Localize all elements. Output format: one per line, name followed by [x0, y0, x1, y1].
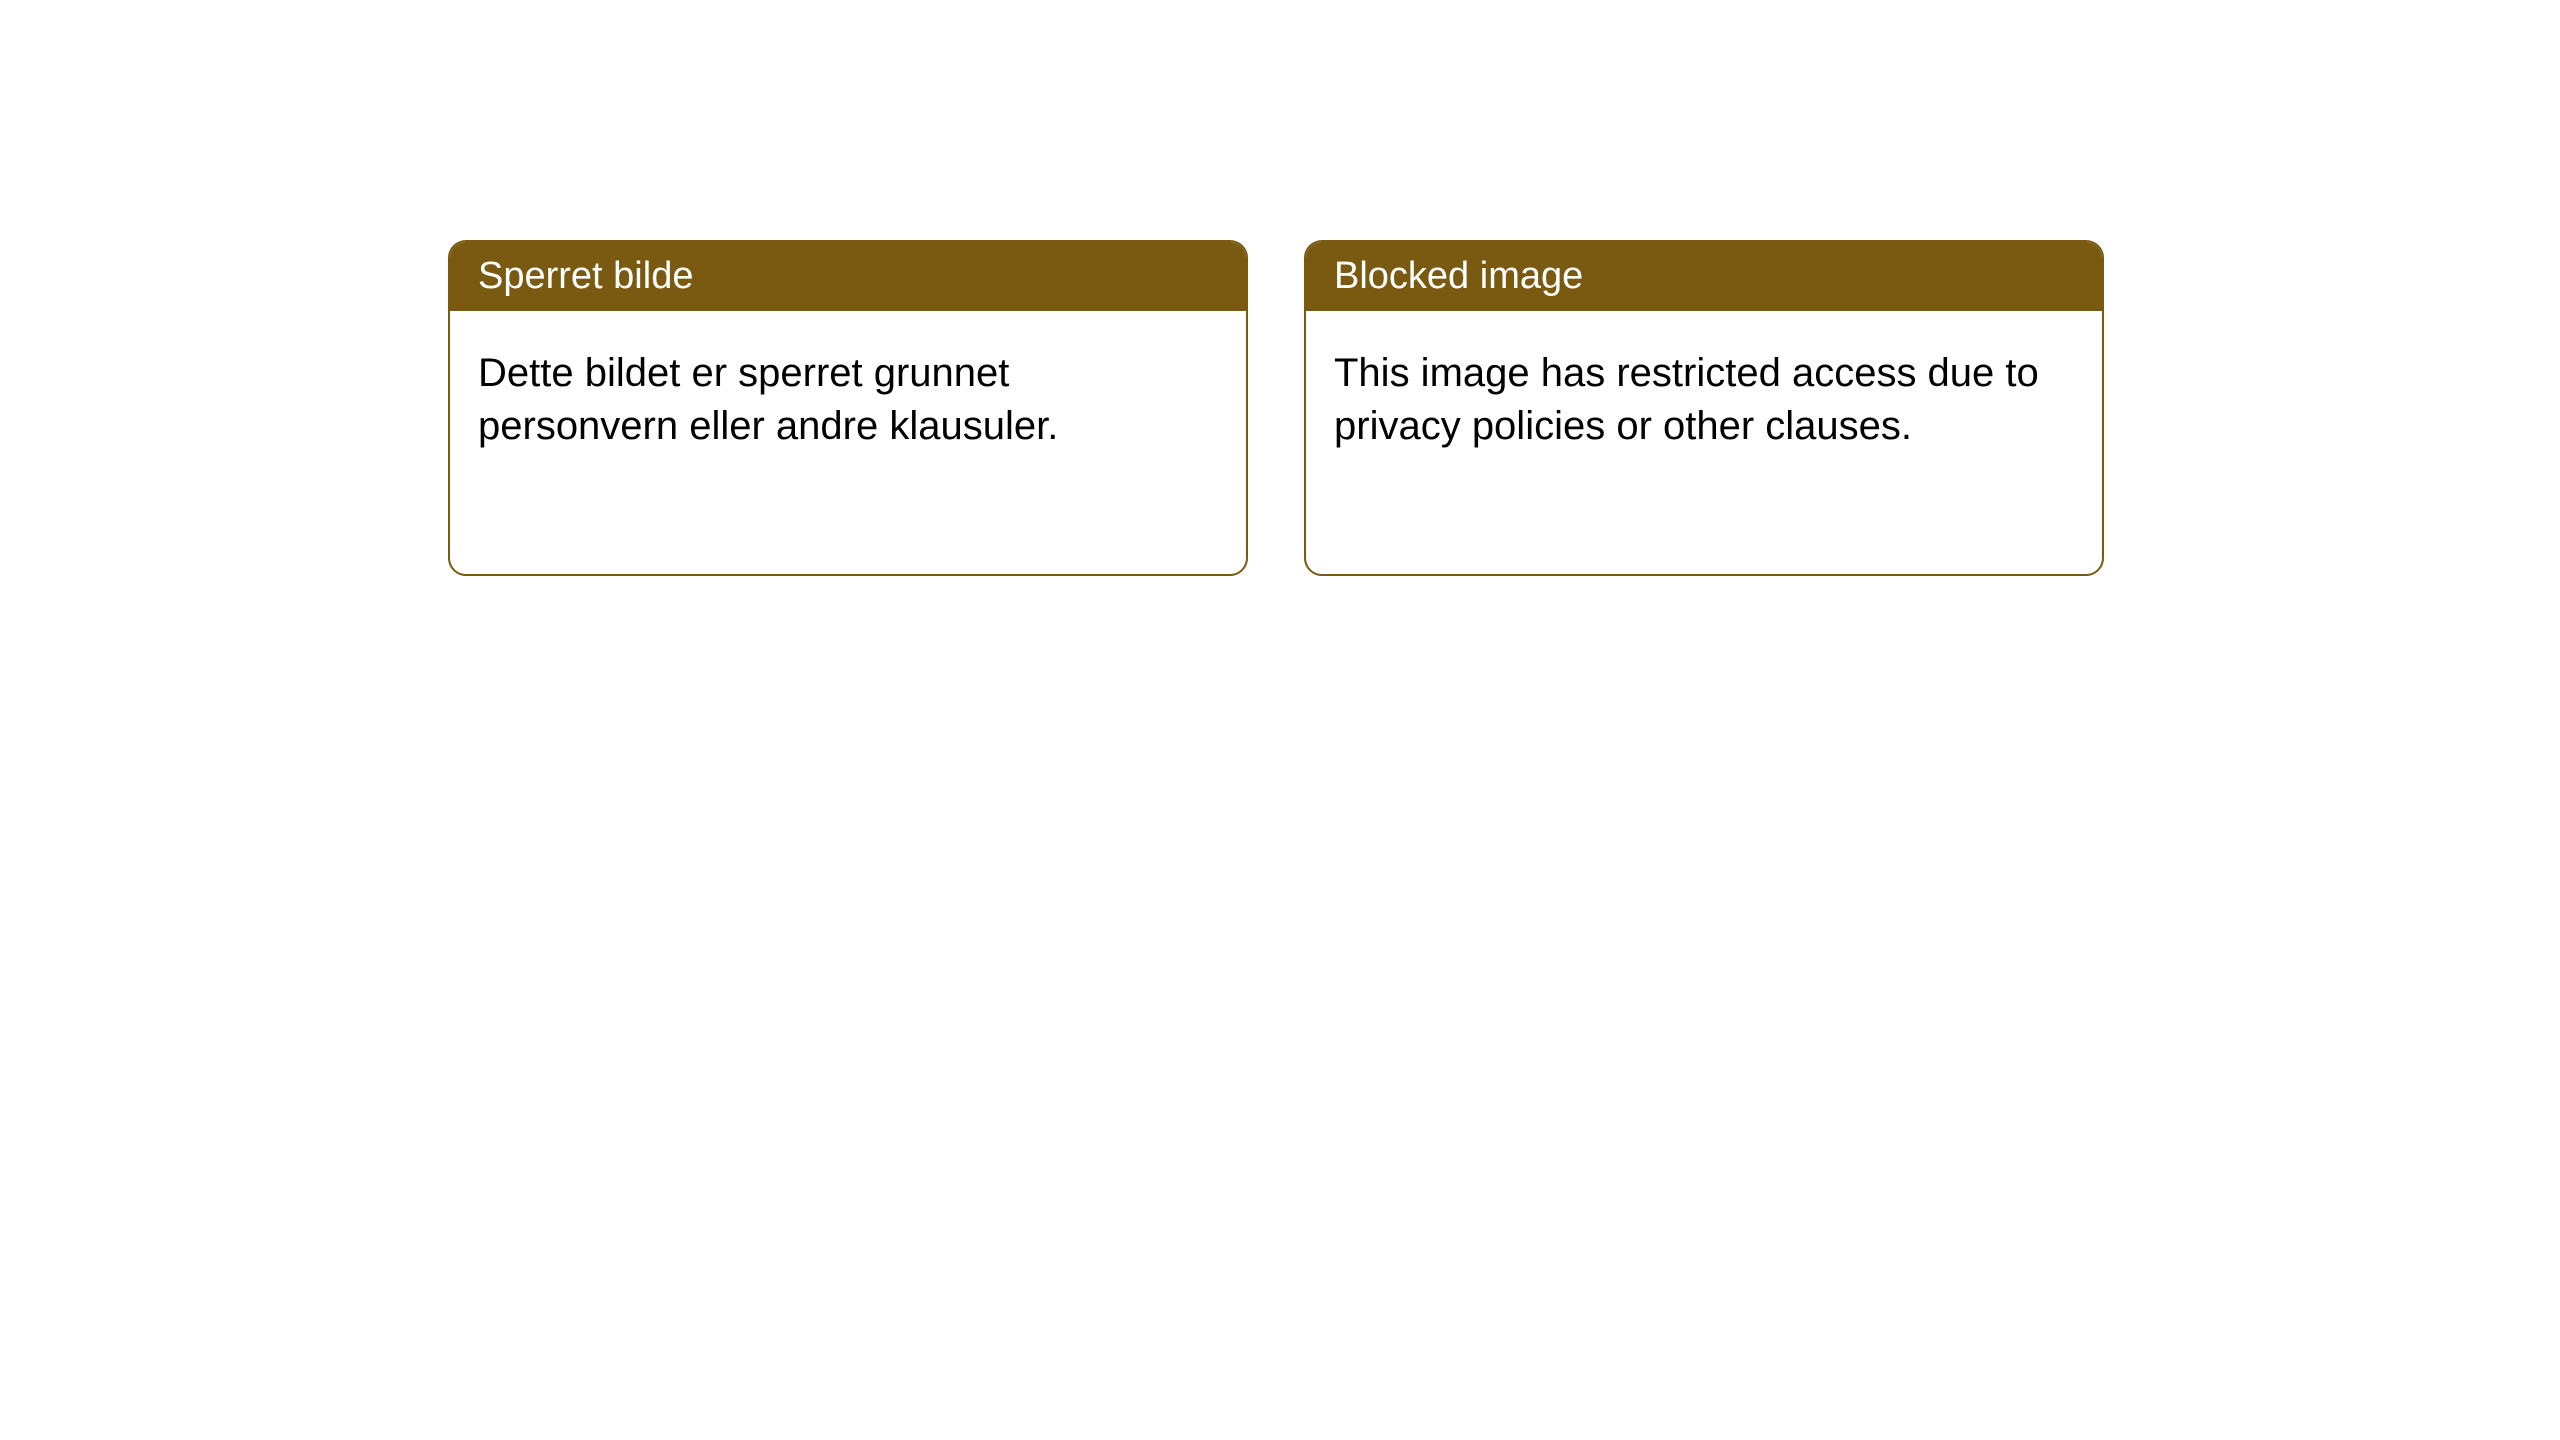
notice-box-norwegian: Sperret bilde Dette bildet er sperret gr… [448, 240, 1248, 576]
notice-box-english: Blocked image This image has restricted … [1304, 240, 2104, 576]
notice-title: Sperret bilde [478, 255, 693, 297]
notice-body: This image has restricted access due to … [1306, 311, 2102, 489]
notice-message: Dette bildet er sperret grunnet personve… [478, 351, 1058, 448]
notice-header: Sperret bilde [450, 242, 1246, 311]
notice-message: This image has restricted access due to … [1334, 351, 2039, 448]
notice-body: Dette bildet er sperret grunnet personve… [450, 311, 1246, 489]
notice-title: Blocked image [1334, 255, 1583, 297]
notice-header: Blocked image [1306, 242, 2102, 311]
notice-container: Sperret bilde Dette bildet er sperret gr… [0, 0, 2560, 576]
